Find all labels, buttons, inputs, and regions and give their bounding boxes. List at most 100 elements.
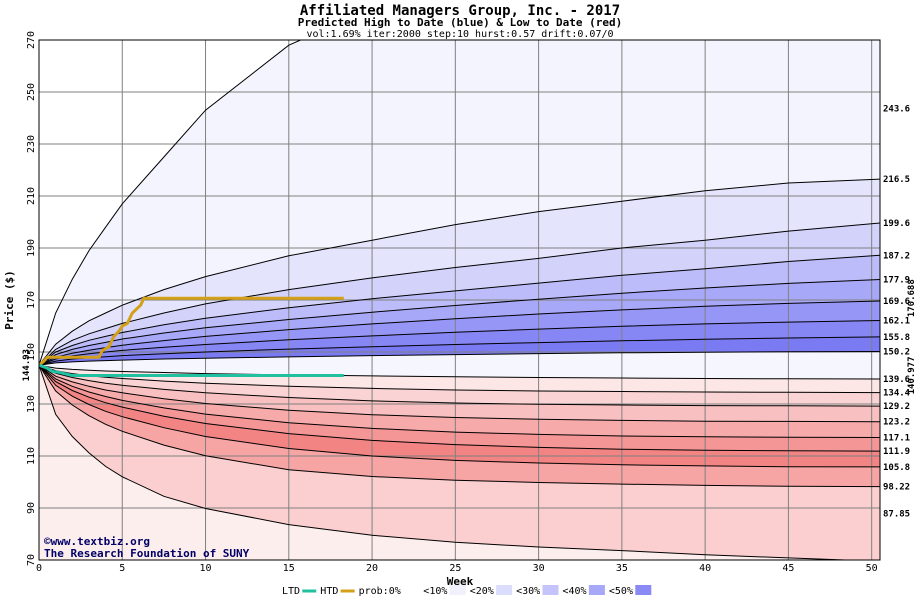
legend-label-4: <20% (470, 586, 494, 597)
end-label-87.85: 87.85 (883, 510, 910, 520)
y-tick-250: 250 (26, 83, 37, 101)
legend-label-1: HTD (320, 586, 338, 597)
end-label-155.8: 155.8 (883, 333, 910, 343)
end-label-187.2: 187.2 (883, 251, 910, 261)
quantile-curve-123.2 (39, 364, 880, 423)
band-lower-2 (39, 365, 880, 422)
plot-area: 243.6 216.5 199.6 187.2 177.9 169.6 162.1 155.8… (22, 31, 917, 574)
legend-swatch-3 (449, 585, 466, 595)
chart-params: vol:1.69% iter:2000 step:10 hurst:0.57 d… (306, 29, 613, 40)
legend-swatch-7 (635, 585, 652, 595)
end-labels: 243.6 216.5 199.6 187.2 177.9 169.6 162.1 155.8… (883, 105, 911, 520)
x-tick-5: 5 (119, 563, 125, 574)
credit-org: The Research Foundation of SUNY (44, 547, 250, 560)
band-lower-5 (39, 365, 880, 467)
chart-subtitle: Predicted High to Date (blue) & Low to D… (298, 16, 623, 29)
end-label-123.2: 123.2 (883, 418, 910, 428)
y-tick-230: 230 (26, 135, 37, 153)
end-label-134.4: 134.4 (883, 389, 911, 399)
band-upper-3 (39, 255, 880, 366)
band-lower-1 (39, 365, 880, 407)
legend-swatch-5 (542, 585, 559, 595)
legend-label-2: prob:0% (359, 586, 401, 597)
chart-title: Affiliated Managers Group, Inc. - 2017 (300, 3, 620, 19)
y-tick-130: 130 (26, 395, 37, 413)
quantile-curve-150.2 (39, 351, 880, 366)
end-label-111.9: 111.9 (883, 447, 910, 457)
end-label-216.5: 216.5 (883, 175, 910, 185)
series-LTD (39, 363, 344, 377)
x-tick-15: 15 (283, 563, 295, 574)
end-label-162.1: 162.1 (883, 317, 910, 327)
y-tick-270: 270 (26, 31, 37, 49)
x-tick-10: 10 (200, 563, 212, 574)
credit-site: ©www.textbiz.org (44, 535, 150, 548)
band-center (39, 351, 880, 379)
y-tick-70: 70 (26, 554, 37, 566)
x-tick-40: 40 (699, 563, 711, 574)
x-tick-20: 20 (366, 563, 378, 574)
end-label-199.6: 199.6 (883, 219, 910, 229)
band-lower-4 (39, 365, 880, 452)
tick-labels: 0 5 10 15 20 25 30 35 40 45 50 70 90 110 130 150 170 190 2… (26, 31, 878, 574)
quantile-curve-177.9 (39, 279, 880, 366)
y-tick-150: 150 (26, 343, 37, 361)
y-tick-190: 190 (26, 239, 37, 257)
quantile-curve-105.8 (39, 364, 880, 468)
legend-swatch-4 (496, 585, 513, 595)
legend: LTD HTD prob:0% <10% <20% <30% <40% <50% (282, 585, 652, 597)
x-tick-25: 25 (449, 563, 461, 574)
probability-bands (39, 40, 880, 560)
series-HTD (39, 296, 344, 367)
series-lines (39, 296, 344, 377)
x-axis-label: Week (447, 575, 474, 588)
band-upper-4 (39, 279, 880, 366)
series-end-label-LTD: 140.977 (907, 356, 917, 394)
quantile-curve-87.85 (39, 365, 859, 560)
legend-swatch-6 (588, 585, 605, 595)
quantile-curve-162.1 (39, 320, 880, 366)
band-upper-1 (39, 179, 880, 366)
legend-label-0: LTD (282, 586, 300, 597)
legend-label-7: <50% (609, 586, 633, 597)
y-tick-170: 170 (26, 291, 37, 309)
quantile-curve-216.5 (39, 178, 880, 366)
x-tick-35: 35 (616, 563, 628, 574)
end-label-98.22: 98.22 (883, 483, 910, 493)
end-label-243.6: 243.6 (883, 105, 910, 115)
legend-swatch-2 (403, 585, 420, 595)
copyright-icon: © (44, 535, 51, 548)
end-label-117.1: 117.1 (883, 434, 910, 444)
band-upper-0 (39, 40, 880, 366)
legend-label-5: <30% (516, 586, 540, 597)
band-lower-7 (39, 365, 880, 560)
legend-label-3: <10% (423, 586, 447, 597)
quantile-curve-111.9 (39, 364, 880, 452)
band-lower-0 (39, 365, 880, 393)
y-tick-90: 90 (26, 502, 37, 514)
quantile-curve-129.2 (39, 364, 880, 407)
end-label-169.6: 169.6 (883, 297, 910, 307)
quantile-curve-98.22 (39, 364, 880, 488)
band-upper-7 (39, 336, 880, 366)
legend-label-6: <40% (563, 586, 587, 597)
quantile-curve-169.6 (39, 300, 880, 366)
band-upper-5 (39, 301, 880, 366)
y-tick-210: 210 (26, 187, 37, 205)
quantile-curve-187.2 (39, 254, 880, 366)
credits: ©www.textbiz.org The Research Foundation… (44, 535, 250, 560)
series-end-label-HTD: 170.688 (907, 279, 917, 317)
end-label-150.2: 150.2 (883, 347, 910, 357)
band-lower-3 (39, 365, 880, 438)
end-label-129.2: 129.2 (883, 402, 910, 412)
quantile-curves (39, 40, 880, 560)
end-label-139.6: 139.6 (883, 375, 910, 385)
credit-site-text: www.textbiz.org (51, 535, 150, 548)
x-tick-0: 0 (36, 563, 42, 574)
quantile-curve-117.1 (39, 364, 880, 438)
end-label-177.9: 177.9 (883, 275, 910, 285)
band-upper-2 (39, 223, 880, 366)
end-label-105.8: 105.8 (883, 463, 910, 473)
x-tick-45: 45 (782, 563, 794, 574)
